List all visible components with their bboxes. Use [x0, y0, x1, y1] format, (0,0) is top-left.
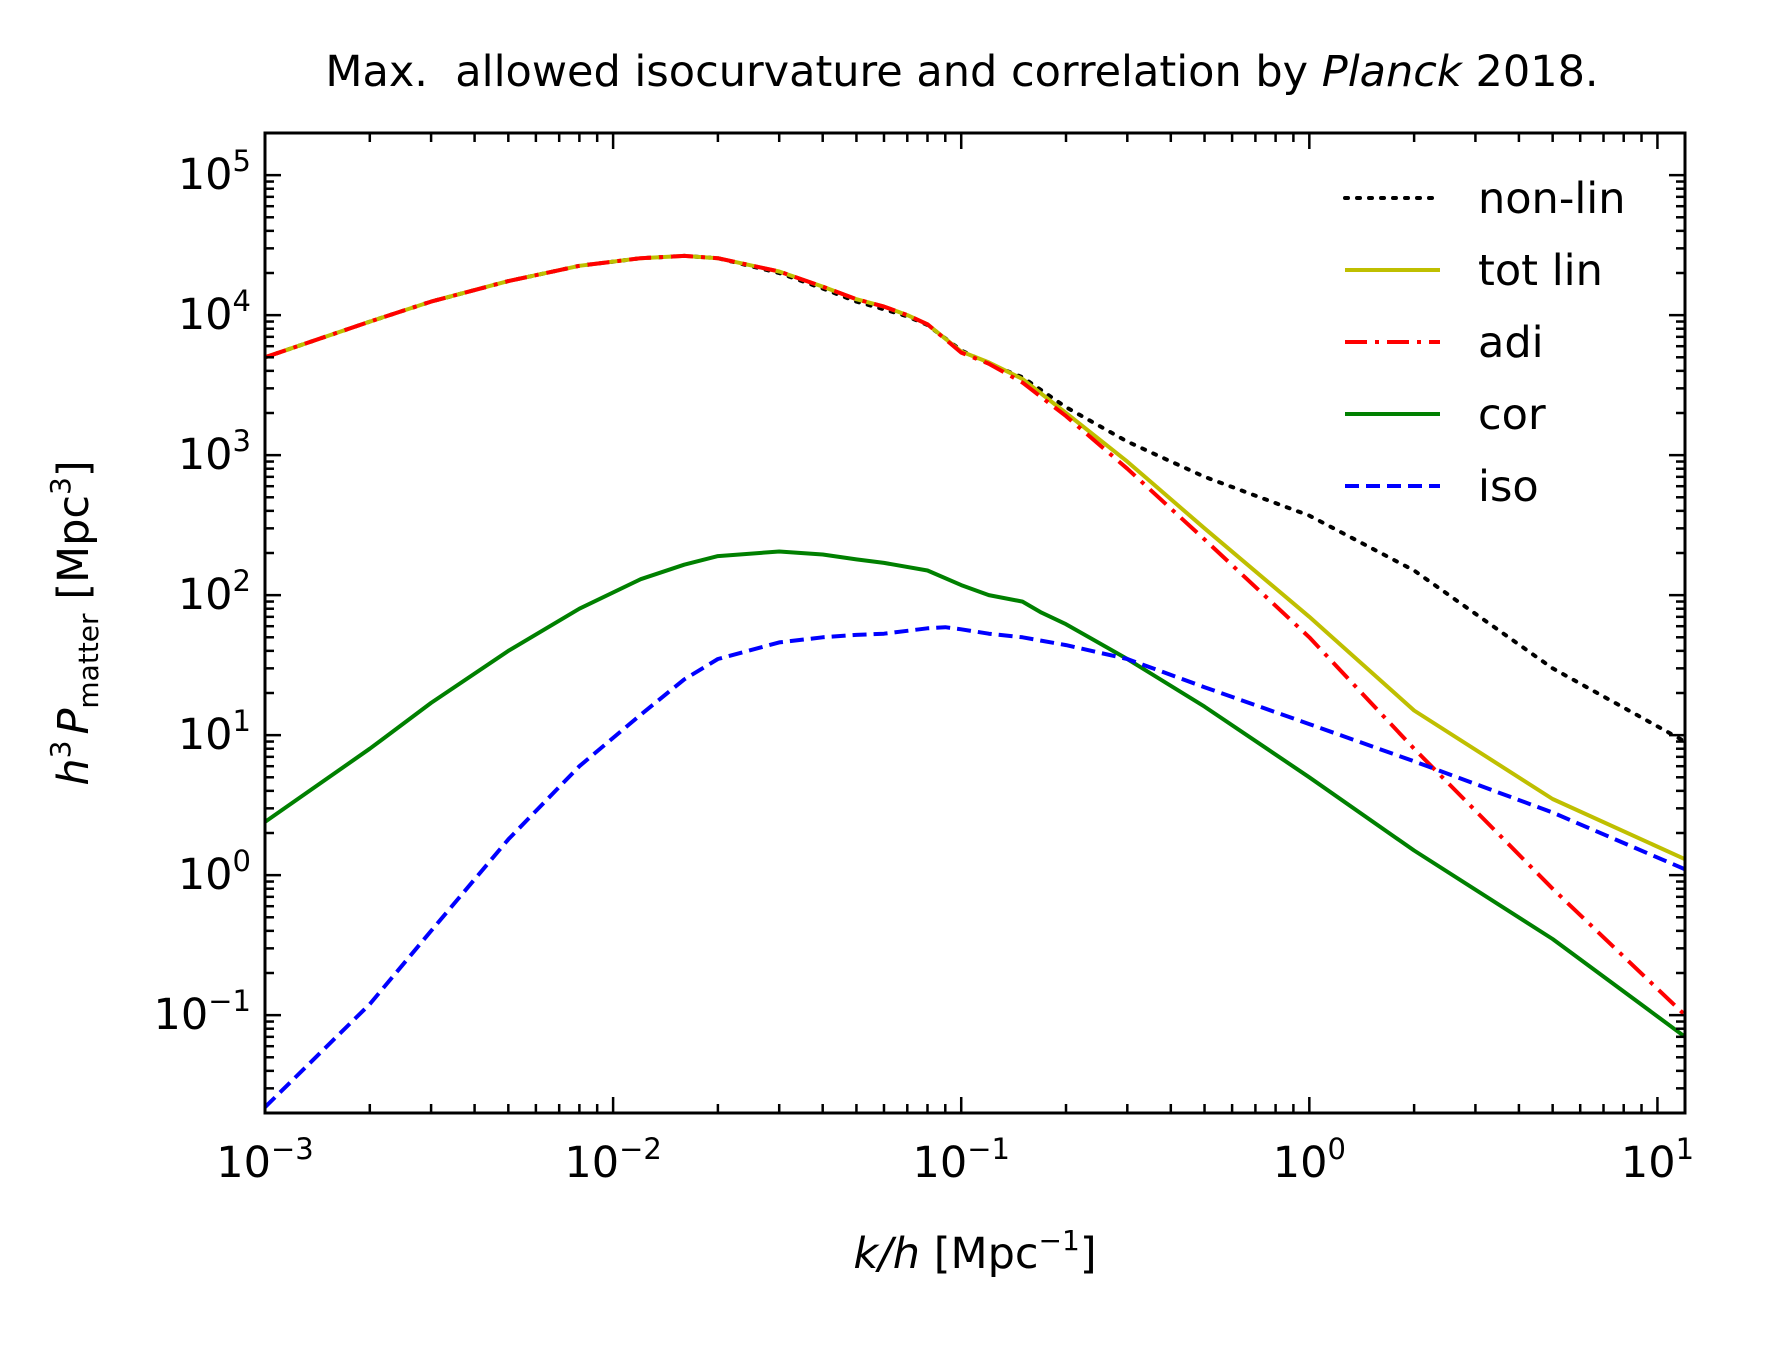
y-tick-label-exp: 2: [233, 564, 251, 598]
y-tick-label: 105: [178, 144, 251, 200]
legend-label-iso: iso: [1478, 462, 1539, 512]
legend-label-tot-lin: tot lin: [1478, 246, 1603, 296]
y-tick-label-exp: −1: [208, 984, 251, 1018]
x-axis-label: k/h [Mpc−1]: [853, 1224, 1096, 1279]
y-tick-label-base: 10: [178, 430, 233, 480]
y-axis-label-unit-exp: 3: [44, 477, 77, 495]
x-tick-label: 101: [1621, 1132, 1694, 1188]
y-tick-label: 10−1: [154, 984, 251, 1040]
x-axis-label-unit: [Mpc: [934, 1229, 1039, 1279]
y-axis-label: h3Pmatter [Mpc3]: [44, 460, 105, 785]
x-tick-label-exp: −2: [619, 1132, 662, 1166]
y-tick-label: 100: [178, 844, 251, 900]
legend-label-non-lin: non-lin: [1478, 174, 1625, 224]
series-line-non-lin: [265, 256, 1685, 742]
x-tick-label-base: 10: [564, 1138, 619, 1188]
y-tick-label-base: 10: [178, 710, 233, 760]
x-tick-label: 10−3: [216, 1132, 313, 1188]
y-tick-label: 104: [178, 284, 251, 340]
series-line-cor: [265, 552, 1685, 1037]
x-tick-label-base: 10: [1621, 1138, 1676, 1188]
x-axis-label-exp: −1: [1039, 1224, 1080, 1257]
legend: non-lin tot lin adi cor iso: [1345, 174, 1625, 512]
series-line-adi: [265, 256, 1685, 1015]
y-tick-label-exp: 1: [233, 704, 251, 738]
x-tick-label-exp: −1: [967, 1132, 1010, 1166]
legend-label-adi: adi: [1478, 318, 1544, 368]
legend-label-cor: cor: [1478, 390, 1546, 440]
chart-title-suffix: 2018.: [1462, 47, 1599, 97]
x-axis-label-close: ]: [1080, 1229, 1097, 1279]
x-axis-label-space: [920, 1229, 934, 1279]
x-tick-label-exp: 1: [1676, 1132, 1694, 1166]
y-axis-label-p-sub: matter: [72, 613, 105, 709]
chart-title: Max. allowed isocurvature and correlatio…: [325, 47, 1598, 97]
series-layer: [265, 256, 1685, 1107]
y-tick-label-base: 10: [154, 990, 209, 1040]
x-tick-label-exp: 0: [1327, 1132, 1345, 1166]
x-tick-label-base: 10: [1273, 1138, 1328, 1188]
y-axis-label-close: ]: [49, 460, 99, 477]
x-tick-label: 10−2: [564, 1132, 661, 1188]
x-tick-label-base: 10: [912, 1138, 967, 1188]
x-tick-label: 10−1: [912, 1132, 1009, 1188]
plot-frame: [265, 133, 1685, 1113]
y-tick-label-exp: 0: [233, 844, 251, 878]
y-tick-label: 102: [178, 564, 251, 620]
y-axis-label-h: h: [49, 758, 99, 785]
x-axis-label-var: k/h: [853, 1229, 920, 1279]
y-axis-label-space: [49, 600, 99, 614]
y-tick-label-base: 10: [178, 570, 233, 620]
ticks-layer: [265, 133, 1685, 1113]
y-tick-label: 103: [178, 424, 251, 480]
y-tick-label-base: 10: [178, 150, 233, 200]
y-tick-label-base: 10: [178, 850, 233, 900]
y-axis-label-unit: [Mpc: [49, 495, 99, 600]
series-line-tot-lin: [265, 256, 1685, 859]
chart-title-prefix: Max. allowed isocurvature and correlatio…: [325, 47, 1321, 97]
chart-title-italic: Planck: [1322, 47, 1464, 97]
x-tick-label-base: 10: [216, 1138, 271, 1188]
y-tick-label-exp: 5: [233, 144, 251, 178]
y-axis-label-p: P: [49, 709, 99, 735]
y-tick-label-base: 10: [178, 290, 233, 340]
series-line-iso: [265, 627, 1685, 1107]
x-tick-label-exp: −3: [271, 1132, 314, 1166]
y-tick-label-exp: 3: [233, 424, 251, 458]
x-tick-label: 100: [1273, 1132, 1346, 1188]
y-axis-label-h-exp: 3: [44, 741, 77, 759]
y-tick-label: 101: [178, 704, 251, 760]
y-tick-label-exp: 4: [233, 284, 251, 318]
